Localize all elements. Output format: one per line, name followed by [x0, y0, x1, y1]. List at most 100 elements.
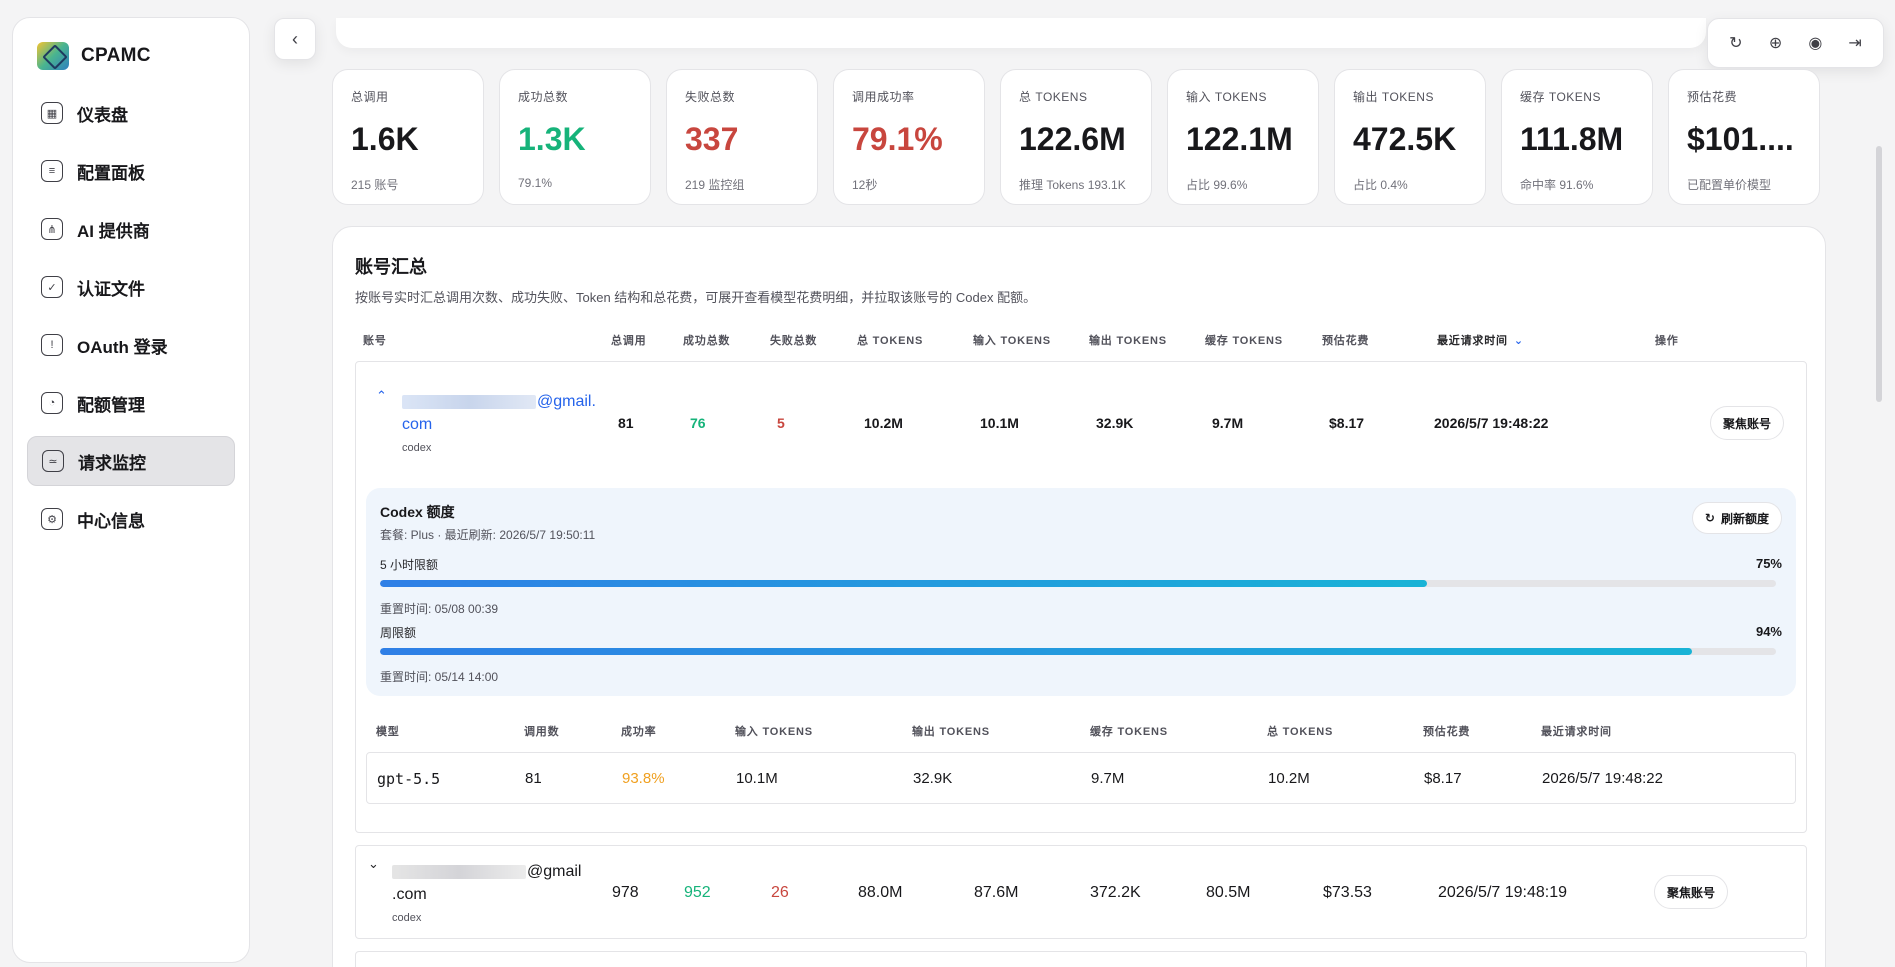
account-summary-panel: 账号汇总 按账号实时汇总调用次数、成功失败、Token 结构和总花费，可展开查看…	[332, 226, 1826, 967]
account-email[interactable]: @gmail.com	[402, 393, 596, 433]
stat-sub: 命中率 91.6%	[1520, 178, 1594, 192]
stat-sub: 215 账号	[351, 178, 399, 192]
model-col-calls: 调用数	[524, 726, 560, 738]
sidebar-item-label: 仪表盘	[77, 105, 128, 125]
panel-title: 账号汇总	[355, 257, 427, 277]
col-action: 操作	[1655, 335, 1679, 347]
quota-week-fill	[380, 648, 1693, 655]
account-total-tokens: 88.0M	[858, 884, 903, 901]
stat-value: 122.1M	[1186, 121, 1293, 157]
model-col-input: 输入 TOKENS	[735, 726, 813, 738]
quota-week-percent: 94%	[1755, 624, 1782, 639]
stat-card-output-tokens: 输出 TOKENS 472.5K 占比 0.4%	[1334, 69, 1486, 205]
quota-5h-bar	[380, 580, 1776, 587]
model-col-cache: 缓存 TOKENS	[1090, 726, 1168, 738]
model-col-output: 输出 TOKENS	[912, 726, 990, 738]
globe-icon[interactable]: ⊕	[1768, 35, 1783, 52]
col-fail: 失败总数	[770, 335, 818, 347]
account-tag: codex	[392, 912, 422, 924]
quota-5h-fill	[380, 580, 1427, 587]
quota-week-bar	[380, 648, 1776, 655]
stat-value: 1.3K	[518, 121, 586, 157]
collapse-sidebar-button[interactable]: ‹	[274, 18, 316, 60]
focus-account-button[interactable]: 聚焦账号	[1654, 875, 1729, 909]
stat-label: 调用成功率	[852, 90, 915, 104]
stat-sub: 79.1%	[518, 176, 553, 190]
stat-value: 111.8M	[1520, 121, 1624, 157]
col-output-tokens: 输出 TOKENS	[1089, 335, 1167, 347]
brand[interactable]: CPAMC	[27, 38, 235, 88]
sidebar-nav: ▦ 仪表盘 ≡ 配置面板 ⋔ AI 提供商 ✓ 认证文件 ! OAuth 登录 ◔ 配额管理…	[27, 88, 235, 544]
col-input-tokens: 输入 TOKENS	[973, 335, 1051, 347]
sidebar-item-label: 中心信息	[77, 511, 145, 531]
stat-sub: 占比 99.6%	[1186, 178, 1248, 192]
col-cache-tokens: 缓存 TOKENS	[1205, 335, 1283, 347]
file-check-icon: ✓	[41, 276, 63, 298]
refresh-quota-button[interactable]: ↻ 刷新额度	[1691, 502, 1782, 534]
col-success: 成功总数	[683, 335, 731, 347]
chevron-left-icon: ‹	[292, 28, 298, 49]
refresh-icon: ↻	[1704, 511, 1715, 525]
account-last-request: 2026/5/7 19:48:19	[1438, 884, 1568, 901]
account-tag: codex	[402, 442, 432, 454]
sidebar-item-quota[interactable]: ◔ 配额管理	[27, 378, 235, 428]
sidebar-item-auth-files[interactable]: ✓ 认证文件	[27, 262, 235, 312]
quota-meta: 套餐: Plus · 最近刷新: 2026/5/7 19:50:11	[380, 528, 596, 542]
account-input-tokens: 87.6M	[974, 884, 1019, 901]
account-output-tokens: 32.9K	[1096, 415, 1134, 431]
stat-value: $101....	[1687, 121, 1794, 157]
stat-label: 预估花费	[1687, 90, 1738, 104]
model-total: 10.2M	[1268, 770, 1310, 787]
gear-icon: ⚙	[41, 508, 63, 530]
sidebar-item-label: AI 提供商	[77, 221, 150, 241]
account-cache-tokens: 9.7M	[1212, 415, 1244, 431]
brand-logo-icon	[37, 42, 69, 70]
stat-label: 总 TOKENS	[1019, 90, 1088, 104]
quota-5h-reset: 重置时间: 05/08 00:39	[380, 602, 499, 616]
model-output: 32.9K	[913, 770, 953, 787]
email-redaction	[392, 864, 526, 879]
focus-account-button[interactable]: 聚焦账号	[1710, 406, 1785, 440]
refresh-icon[interactable]: ↻	[1729, 35, 1743, 52]
stat-sub: 占比 0.4%	[1353, 178, 1408, 192]
account-fail: 5	[777, 415, 785, 431]
sidebar-item-config[interactable]: ≡ 配置面板	[27, 146, 235, 196]
stat-value: 337	[685, 121, 739, 157]
stat-value: 1.6K	[351, 121, 419, 157]
col-last-request-label: 最近请求时间	[1437, 335, 1508, 347]
account-total: 81	[618, 415, 634, 431]
account-cost: $73.53	[1323, 884, 1372, 901]
account-email[interactable]: @gmail.com	[392, 863, 582, 903]
stat-card-success: 成功总数 1.3K 79.1%	[499, 69, 651, 205]
account-output-tokens: 372.2K	[1090, 884, 1141, 901]
sliders-icon: ≡	[41, 160, 63, 182]
sidebar-item-label: 配额管理	[77, 395, 145, 415]
sidebar-item-label: 认证文件	[77, 279, 145, 299]
stat-card-total-calls: 总调用 1.6K 215 账号	[332, 69, 484, 205]
stat-sub: 已配置单价模型	[1687, 178, 1772, 192]
stat-value: 79.1%	[852, 121, 943, 157]
sidebar-item-center-info[interactable]: ⚙ 中心信息	[27, 494, 235, 544]
stat-card-cache-tokens: 缓存 TOKENS 111.8M 命中率 91.6%	[1501, 69, 1653, 205]
stat-card-total-tokens: 总 TOKENS 122.6M 推理 Tokens 193.1K	[1000, 69, 1152, 205]
model-col-total: 总 TOKENS	[1267, 726, 1334, 738]
stat-label: 总调用	[351, 90, 389, 104]
stats-row: 总调用 1.6K 215 账号 成功总数 1.3K 79.1% 失败总数 337 219 监…	[332, 69, 1820, 205]
sidebar-item-label: OAuth 登录	[77, 337, 168, 357]
stat-value: 472.5K	[1353, 121, 1457, 157]
model-last: 2026/5/7 19:48:22	[1542, 770, 1663, 787]
sidebar-item-oauth[interactable]: ! OAuth 登录	[27, 320, 235, 370]
logout-icon[interactable]: ⇥	[1848, 35, 1862, 52]
theme-icon[interactable]: ◉	[1808, 35, 1823, 52]
col-total-tokens: 总 TOKENS	[857, 335, 924, 347]
page-scrollbar[interactable]	[1876, 146, 1882, 402]
panel-description: 按账号实时汇总调用次数、成功失败、Token 结构和总花费，可展开查看模型花费明…	[355, 290, 1037, 305]
col-last-request[interactable]: 最近请求时间 ⌄	[1437, 332, 1524, 348]
sidebar-item-request-monitor[interactable]: ≃ 请求监控	[27, 436, 235, 486]
quota-5h-label: 5 小时限额	[380, 558, 439, 572]
stat-sub: 推理 Tokens 193.1K	[1019, 178, 1126, 192]
chevron-down-icon[interactable]: ⌄	[368, 856, 379, 871]
sidebar-item-dashboard[interactable]: ▦ 仪表盘	[27, 88, 235, 138]
chevron-up-icon[interactable]: ⌃	[376, 388, 387, 403]
sidebar-item-ai-providers[interactable]: ⋔ AI 提供商	[27, 204, 235, 254]
